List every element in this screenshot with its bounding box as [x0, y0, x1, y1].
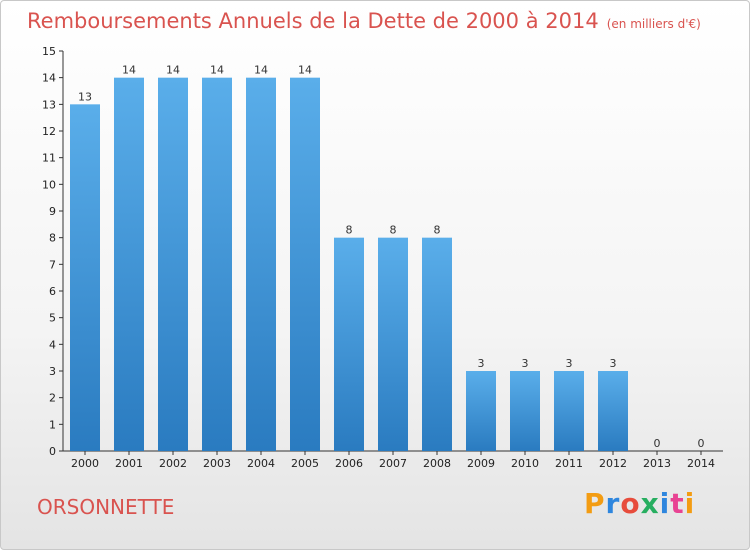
logo-letter: r — [605, 487, 621, 520]
logo-letter: t — [670, 487, 685, 520]
bar — [70, 104, 100, 451]
logo-letter: x — [640, 487, 660, 520]
y-tick-label: 15 — [42, 45, 56, 58]
y-tick-label: 0 — [49, 445, 56, 458]
bar-layer: 13 14 14 14 14 14 8 8 8 3 3 3 3 0 0 — [70, 64, 705, 452]
bar — [158, 77, 188, 452]
commune-name: ORSONNETTE — [37, 495, 175, 519]
x-tick-label: 2007 — [379, 457, 407, 470]
data-label: 3 — [478, 357, 485, 370]
x-tick-label: 2008 — [423, 457, 451, 470]
logo-letter: P — [584, 487, 606, 520]
bar — [598, 371, 628, 451]
data-label: 3 — [522, 357, 529, 370]
logo-letter: i — [659, 487, 671, 520]
bar — [510, 371, 540, 451]
proxiti-logo[interactable]: Proxiti — [584, 487, 695, 520]
data-label: 3 — [566, 357, 573, 370]
bar — [246, 77, 276, 452]
y-tick-label: 14 — [42, 72, 56, 85]
y-tick-label: 6 — [49, 285, 56, 298]
x-tick-label: 2000 — [71, 457, 99, 470]
bar — [554, 371, 584, 451]
bar — [202, 77, 232, 452]
bar — [334, 237, 364, 451]
y-tick-label: 4 — [49, 338, 56, 351]
x-tick-label: 2010 — [511, 457, 539, 470]
data-label: 13 — [78, 90, 92, 103]
x-tick-label: 2005 — [291, 457, 319, 470]
y-tick-label: 10 — [42, 178, 56, 191]
x-tick-label: 2009 — [467, 457, 495, 470]
data-label: 8 — [434, 224, 441, 237]
y-tick-label: 5 — [49, 312, 56, 325]
x-tick-label: 2001 — [115, 457, 143, 470]
x-tick-label: 2013 — [643, 457, 671, 470]
data-label: 14 — [254, 64, 268, 77]
data-label: 8 — [346, 224, 353, 237]
data-label: 14 — [298, 64, 312, 77]
y-tick-label: 11 — [42, 152, 56, 165]
y-tick-label: 7 — [49, 258, 56, 271]
y-tick-label: 13 — [42, 98, 56, 111]
y-tick-label: 12 — [42, 125, 56, 138]
data-label: 14 — [166, 64, 180, 77]
x-tick-label: 2006 — [335, 457, 363, 470]
chart-unit: (en milliers d'€) — [606, 17, 701, 31]
x-tick-label: 2004 — [247, 457, 275, 470]
data-label: 14 — [122, 64, 136, 77]
y-tick-label: 8 — [49, 232, 56, 245]
y-tick-label: 2 — [49, 392, 56, 405]
logo-letter: i — [684, 487, 696, 520]
chart-title: Remboursements Annuels de la Dette de 20… — [27, 9, 701, 33]
bar — [378, 237, 408, 451]
x-tick-label: 2002 — [159, 457, 187, 470]
y-tick-label: 1 — [49, 418, 56, 431]
chart-title-text: Remboursements Annuels de la Dette de 20… — [27, 9, 599, 33]
x-tick-label: 2011 — [555, 457, 583, 470]
x-tick-label: 2012 — [599, 457, 627, 470]
bar — [114, 77, 144, 452]
x-tick-label: 2003 — [203, 457, 231, 470]
data-label: 0 — [698, 437, 705, 450]
bar — [422, 237, 452, 451]
x-tick-label: 2014 — [687, 457, 715, 470]
logo-letter: o — [620, 487, 641, 520]
bar — [290, 77, 320, 452]
data-label: 0 — [654, 437, 661, 450]
data-label: 14 — [210, 64, 224, 77]
y-tick-label: 3 — [49, 365, 56, 378]
y-tick-label: 9 — [49, 205, 56, 218]
data-label: 8 — [390, 224, 397, 237]
bar — [466, 371, 496, 451]
data-label: 3 — [610, 357, 617, 370]
